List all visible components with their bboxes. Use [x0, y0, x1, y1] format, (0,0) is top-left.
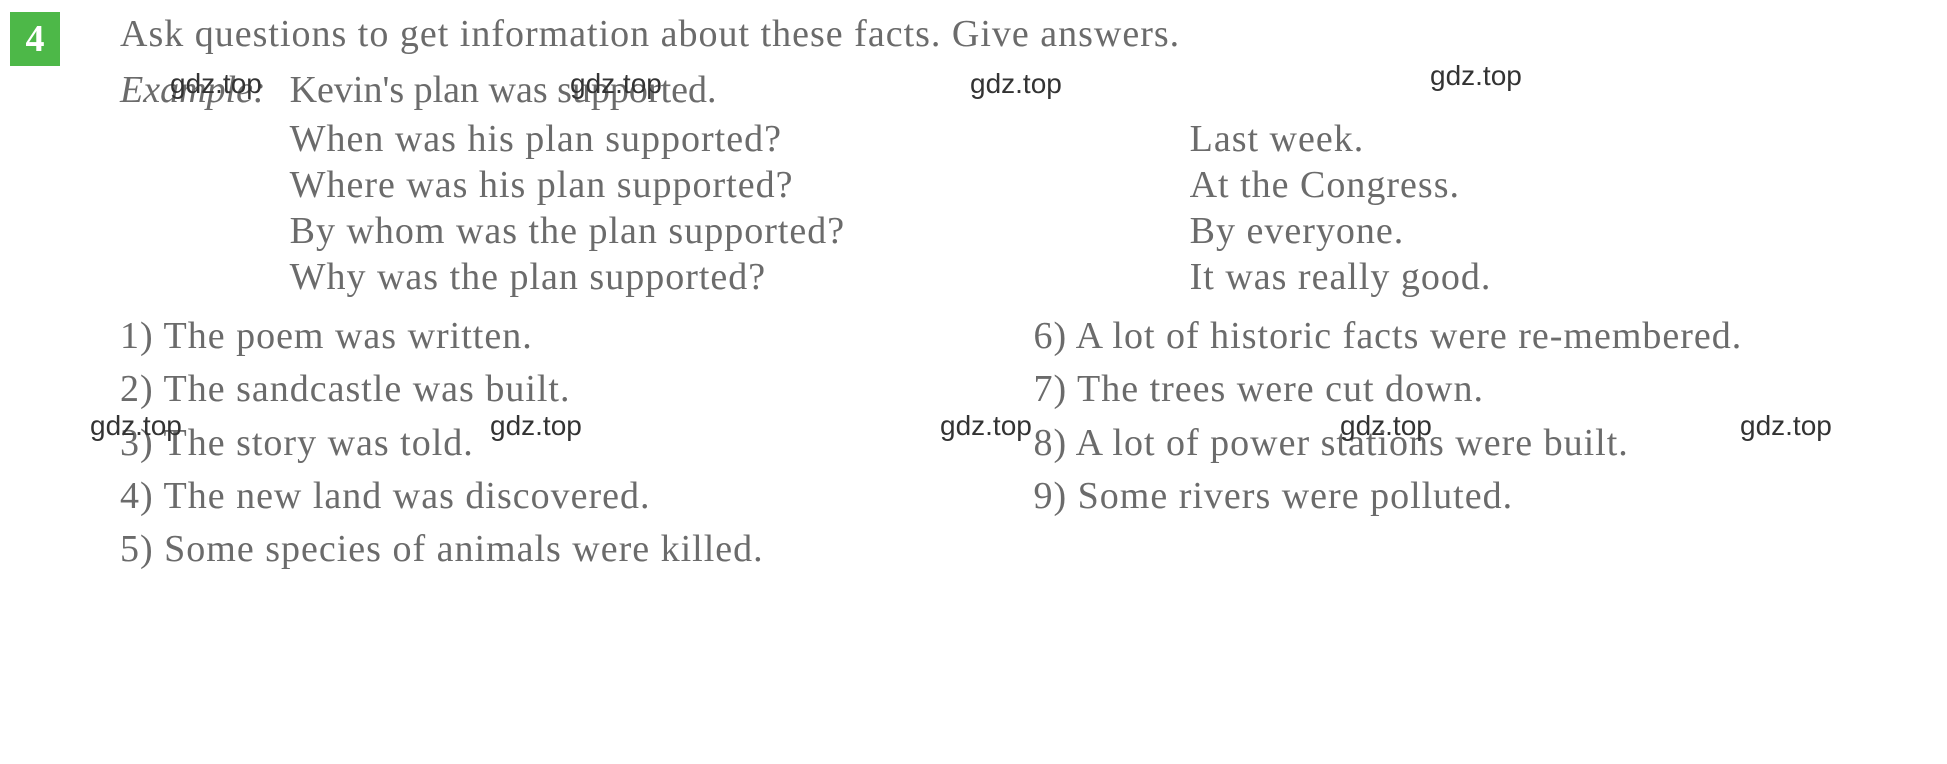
qa-question: Where was his plan supported? — [290, 163, 1190, 207]
item-text: Some species of animals were killed. — [164, 528, 764, 570]
watermark: gdz.top — [490, 410, 582, 442]
watermark: gdz.top — [90, 410, 182, 442]
list-item: 9) Some rivers were polluted. — [1034, 471, 1908, 522]
watermark: gdz.top — [170, 68, 262, 100]
item-num: 2) — [120, 368, 154, 410]
watermark: gdz.top — [1340, 410, 1432, 442]
list-item: 1) The poem was written. — [120, 311, 994, 362]
watermark: gdz.top — [970, 68, 1062, 100]
watermark: gdz.top — [570, 68, 662, 100]
exercise-number-badge: 4 — [10, 12, 60, 66]
item-text: The new land was discovered. — [163, 475, 650, 517]
item-num: 5) — [120, 528, 154, 570]
instruction-text: Ask questions to get information about t… — [120, 12, 1907, 56]
item-num: 4) — [120, 475, 154, 517]
item-text: Some rivers were polluted. — [1078, 475, 1513, 517]
item-text: The sandcastle was built. — [163, 368, 570, 410]
items-column-right: 6) A lot of historic facts were re-membe… — [1034, 311, 1908, 577]
qa-row: Why was the plan supported? It was reall… — [290, 255, 1492, 299]
item-num: 8) — [1034, 422, 1068, 464]
qa-answer: At the Congress. — [1190, 163, 1460, 207]
qa-row: By whom was the plan supported? By every… — [290, 209, 1492, 253]
watermark: gdz.top — [940, 410, 1032, 442]
example-content: Kevin's plan was supported. When was his… — [290, 68, 1492, 301]
exercise-content: Ask questions to get information about t… — [120, 12, 1907, 577]
item-num: 7) — [1034, 368, 1068, 410]
qa-answer: Last week. — [1190, 117, 1365, 161]
qa-question: Why was the plan supported? — [290, 255, 1190, 299]
qa-question: When was his plan supported? — [290, 117, 1190, 161]
list-item: 6) A lot of historic facts were re-membe… — [1034, 311, 1908, 362]
item-num: 1) — [120, 315, 154, 357]
qa-row: When was his plan supported? Last week. — [290, 117, 1492, 161]
items-column-left: 1) The poem was written. 2) The sandcast… — [120, 311, 994, 577]
item-text: The trees were cut down. — [1077, 368, 1484, 410]
item-text: The poem was written. — [163, 315, 532, 357]
item-num: 9) — [1034, 475, 1068, 517]
watermark: gdz.top — [1430, 60, 1522, 92]
item-num: 6) — [1034, 315, 1068, 357]
watermark: gdz.top — [1740, 410, 1832, 442]
list-item: 4) The new land was discovered. — [120, 471, 994, 522]
list-item: 5) Some species of animals were killed. — [120, 524, 994, 575]
qa-row: Where was his plan supported? At the Con… — [290, 163, 1492, 207]
item-text: A lot of historic facts were re-membered… — [1076, 315, 1743, 357]
list-item: 2) The sandcastle was built. — [120, 364, 994, 415]
example-statement: Kevin's plan was supported. — [290, 68, 1492, 112]
qa-answer: By everyone. — [1190, 209, 1405, 253]
example-section: Example: Kevin's plan was supported. Whe… — [120, 68, 1907, 301]
qa-question: By whom was the plan supported? — [290, 209, 1190, 253]
items-section: 1) The poem was written. 2) The sandcast… — [120, 311, 1907, 577]
qa-answer: It was really good. — [1190, 255, 1492, 299]
list-item: 7) The trees were cut down. — [1034, 364, 1908, 415]
item-text: The story was told. — [163, 422, 473, 464]
